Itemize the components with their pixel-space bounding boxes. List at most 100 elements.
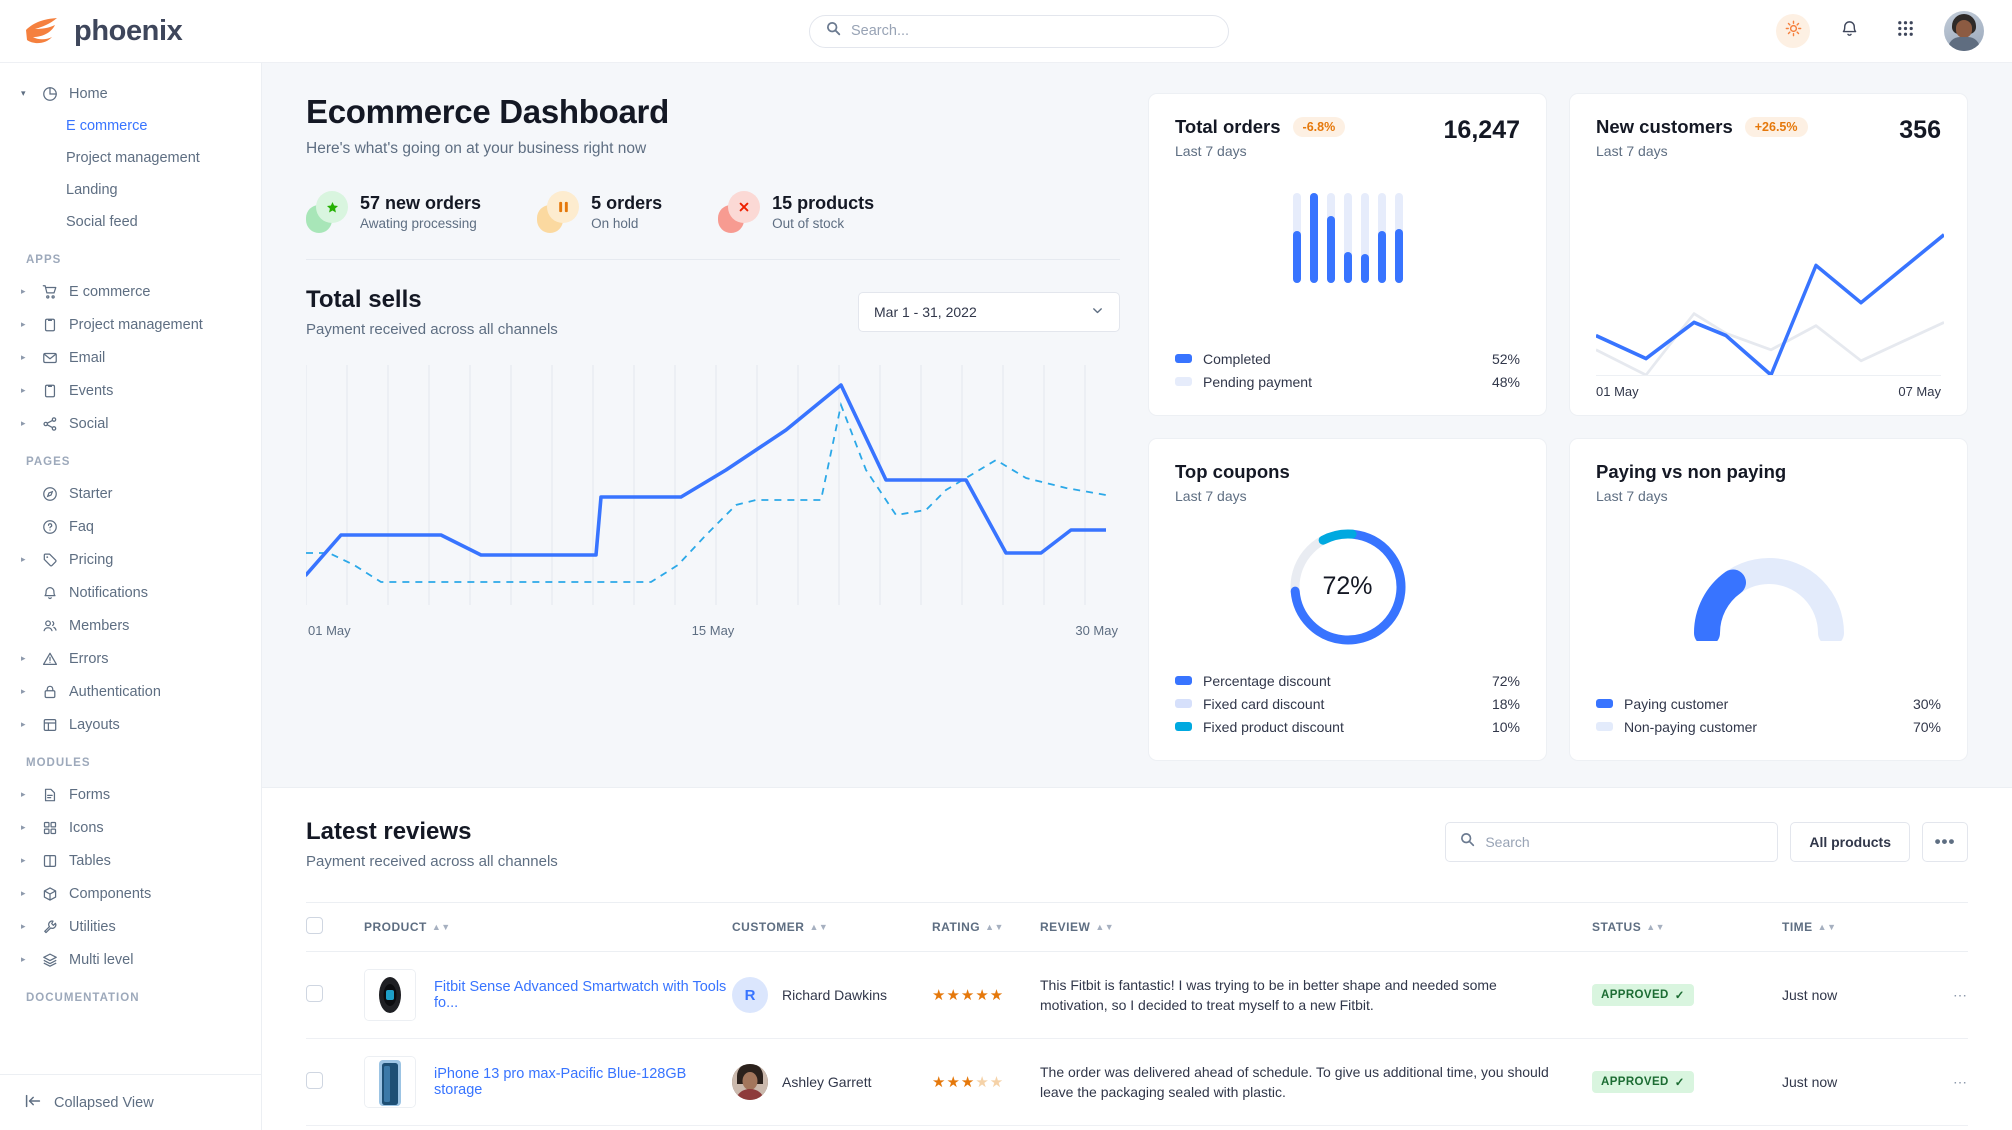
paying-vs-non-paying-card: Paying vs non paying Last 7 days — [1569, 438, 1968, 761]
select-all-checkbox[interactable] — [306, 917, 323, 934]
reviews-more-button[interactable]: ••• — [1922, 822, 1968, 862]
sidebar-item-components[interactable]: ▸ Components — [0, 877, 261, 910]
top-navbar: phoenix — [0, 0, 2012, 63]
sidebar-item-multi-level[interactable]: ▸ Multi level — [0, 943, 261, 976]
axis-label-right: 30 May — [1075, 623, 1118, 638]
chevron-down-icon — [1091, 304, 1104, 320]
chevron-right-icon: ▸ — [21, 921, 26, 931]
card-title: Total orders — [1175, 116, 1281, 137]
theme-toggle-button[interactable] — [1776, 14, 1810, 48]
iphone-thumbnail-icon — [364, 1056, 416, 1108]
product-link[interactable]: iPhone 13 pro max-Pacific Blue-128GB sto… — [434, 1066, 687, 1098]
table-row[interactable]: iPhone 13 pro max-Pacific Blue-128GB sto… — [306, 1038, 1968, 1126]
row-checkbox[interactable] — [306, 985, 323, 1002]
chevron-right-icon: ▸ — [21, 888, 26, 898]
row-menu-button[interactable]: ⋯ — [1912, 1038, 1968, 1126]
total-sells-header: Total sells Payment received across all … — [306, 286, 1120, 338]
card-header: Total orders -6.8% Last 7 days 16,247 — [1175, 116, 1520, 159]
column-header-status[interactable]: STATUS ▲▼ — [1592, 902, 1782, 952]
sidebar-item-events[interactable]: ▸ Events — [0, 374, 261, 407]
row-menu-button[interactable]: ⋯ — [1912, 1125, 1968, 1130]
sidebar-item-label: Forms — [69, 786, 111, 803]
sidebar-subitem-landing[interactable]: Landing — [66, 182, 118, 198]
kpi-desc: Out of stock — [772, 216, 845, 231]
product-cell-inner: Fitbit Sense Advanced Smartwatch with To… — [364, 969, 732, 1021]
sidebar-item-label: Multi level — [69, 951, 134, 968]
sidebar-subitem-project-management[interactable]: Project management — [66, 150, 200, 166]
sidebar-item-label: Utilities — [69, 918, 116, 935]
row-checkbox[interactable] — [306, 1072, 323, 1089]
date-range-select[interactable]: Mar 1 - 31, 2022 — [858, 292, 1120, 332]
status-badge: APPROVED ✓ — [1592, 1071, 1694, 1093]
sidebar-item-project-management[interactable]: ▸ Project management — [0, 308, 261, 341]
sidebar-section-pages: PAGES — [26, 456, 71, 468]
reviews-search-box[interactable] — [1445, 822, 1779, 862]
chevron-right-icon: ▸ — [21, 719, 26, 729]
paying-legend: Paying customer 30% Non-paying customer … — [1596, 692, 1941, 738]
current-series-line — [1596, 233, 1944, 375]
sidebar-item-authentication[interactable]: ▸ Authentication — [0, 675, 261, 708]
current-period-line — [304, 383, 1108, 577]
top-search-wrap — [262, 14, 1776, 48]
reviews-search-input[interactable] — [1485, 834, 1764, 850]
column-header-time[interactable]: TIME ▲▼ — [1782, 902, 1912, 952]
column-header-customer[interactable]: CUSTOMER ▲▼ — [732, 902, 932, 952]
search-icon — [826, 21, 841, 41]
check-icon: ✓ — [1674, 990, 1685, 1002]
sidebar-item-e-commerce[interactable]: ▸ E commerce — [0, 275, 261, 308]
search-input[interactable] — [851, 23, 1212, 39]
table-row[interactable]: Fitbit Sense Advanced Smartwatch with To… — [306, 951, 1968, 1039]
column-label: TIME — [1782, 920, 1813, 934]
apps-grid-button[interactable] — [1888, 14, 1922, 48]
sidebar-item-label: Pricing — [69, 551, 114, 568]
kpi-out-of-stock: 15 products Out of stock — [718, 191, 874, 233]
columns-icon — [41, 852, 59, 870]
sidebar-item-email[interactable]: ▸ Email — [0, 341, 261, 374]
column-header-review[interactable]: REVIEW ▲▼ — [1040, 902, 1592, 952]
notifications-button[interactable] — [1832, 14, 1866, 48]
collapsed-view-toggle[interactable]: Collapsed View — [0, 1074, 261, 1130]
legend-row: Fixed card discount 18% — [1175, 692, 1520, 715]
row-menu-button[interactable]: ⋯ — [1912, 951, 1968, 1039]
new-customers-value: 356 — [1899, 116, 1941, 144]
sidebar-subitem-ecommerce[interactable]: E commerce — [66, 118, 148, 134]
rating-cell: ★★★★★ — [932, 951, 1040, 1039]
sidebar-item-members[interactable]: Members — [0, 609, 261, 642]
chevron-right-icon: ▸ — [21, 554, 26, 564]
sidebar-item-starter[interactable]: Starter — [0, 477, 261, 510]
sidebar-item-faq[interactable]: Faq — [0, 510, 261, 543]
sort-icon: ▲▼ — [1817, 922, 1837, 933]
bar-track — [1394, 193, 1403, 283]
sidebar-item-forms[interactable]: ▸ Forms — [0, 778, 261, 811]
product-link[interactable]: Fitbit Sense Advanced Smartwatch with To… — [434, 979, 727, 1011]
sidebar-item-notifications[interactable]: Notifications — [0, 576, 261, 609]
shopping-cart-icon — [41, 283, 59, 301]
sort-icon: ▲▼ — [809, 922, 829, 933]
avatar[interactable] — [1944, 11, 1984, 51]
table-row[interactable]: ★ It's a Mac, after all. Once you've gon… — [306, 1125, 1968, 1130]
sidebar-item-utilities[interactable]: ▸ Utilities — [0, 910, 261, 943]
sidebar-item-social[interactable]: ▸ Social — [0, 407, 261, 440]
sidebar-item-label: Icons — [69, 819, 104, 836]
sidebar-item-layouts[interactable]: ▸ Layouts — [0, 708, 261, 741]
all-products-button[interactable]: All products — [1790, 822, 1910, 862]
previous-series-line — [1596, 312, 1944, 375]
sidebar-section-documentation: DOCUMENTATION — [26, 992, 140, 1004]
sidebar-item-tables[interactable]: ▸ Tables — [0, 844, 261, 877]
sidebar-subitem-social-feed[interactable]: Social feed — [66, 214, 138, 230]
column-header-rating[interactable]: RATING ▲▼ — [932, 902, 1040, 952]
sort-icon: ▲▼ — [985, 922, 1004, 933]
brand-logo-area[interactable]: phoenix — [0, 15, 262, 48]
kpi-title: 5 orders — [591, 193, 663, 213]
sidebar-item-home[interactable]: ▾ Home — [0, 77, 261, 110]
sidebar-item-pricing[interactable]: ▸ Pricing — [0, 543, 261, 576]
legend-swatch — [1175, 699, 1192, 708]
top-search-box[interactable] — [809, 14, 1229, 48]
phoenix-bird-logo-icon — [24, 16, 62, 46]
donut-center-value: 72% — [1322, 572, 1373, 600]
sidebar-item-errors[interactable]: ▸ Errors — [0, 642, 261, 675]
table-header-row: PRODUCT ▲▼ CUSTOMER ▲▼ RATING ▲▼ REVIEW ▲▼ — [306, 902, 1968, 952]
legend-label: Fixed card discount — [1203, 695, 1325, 712]
sidebar-item-icons[interactable]: ▸ Icons — [0, 811, 261, 844]
column-header-product[interactable]: PRODUCT ▲▼ — [364, 902, 732, 952]
